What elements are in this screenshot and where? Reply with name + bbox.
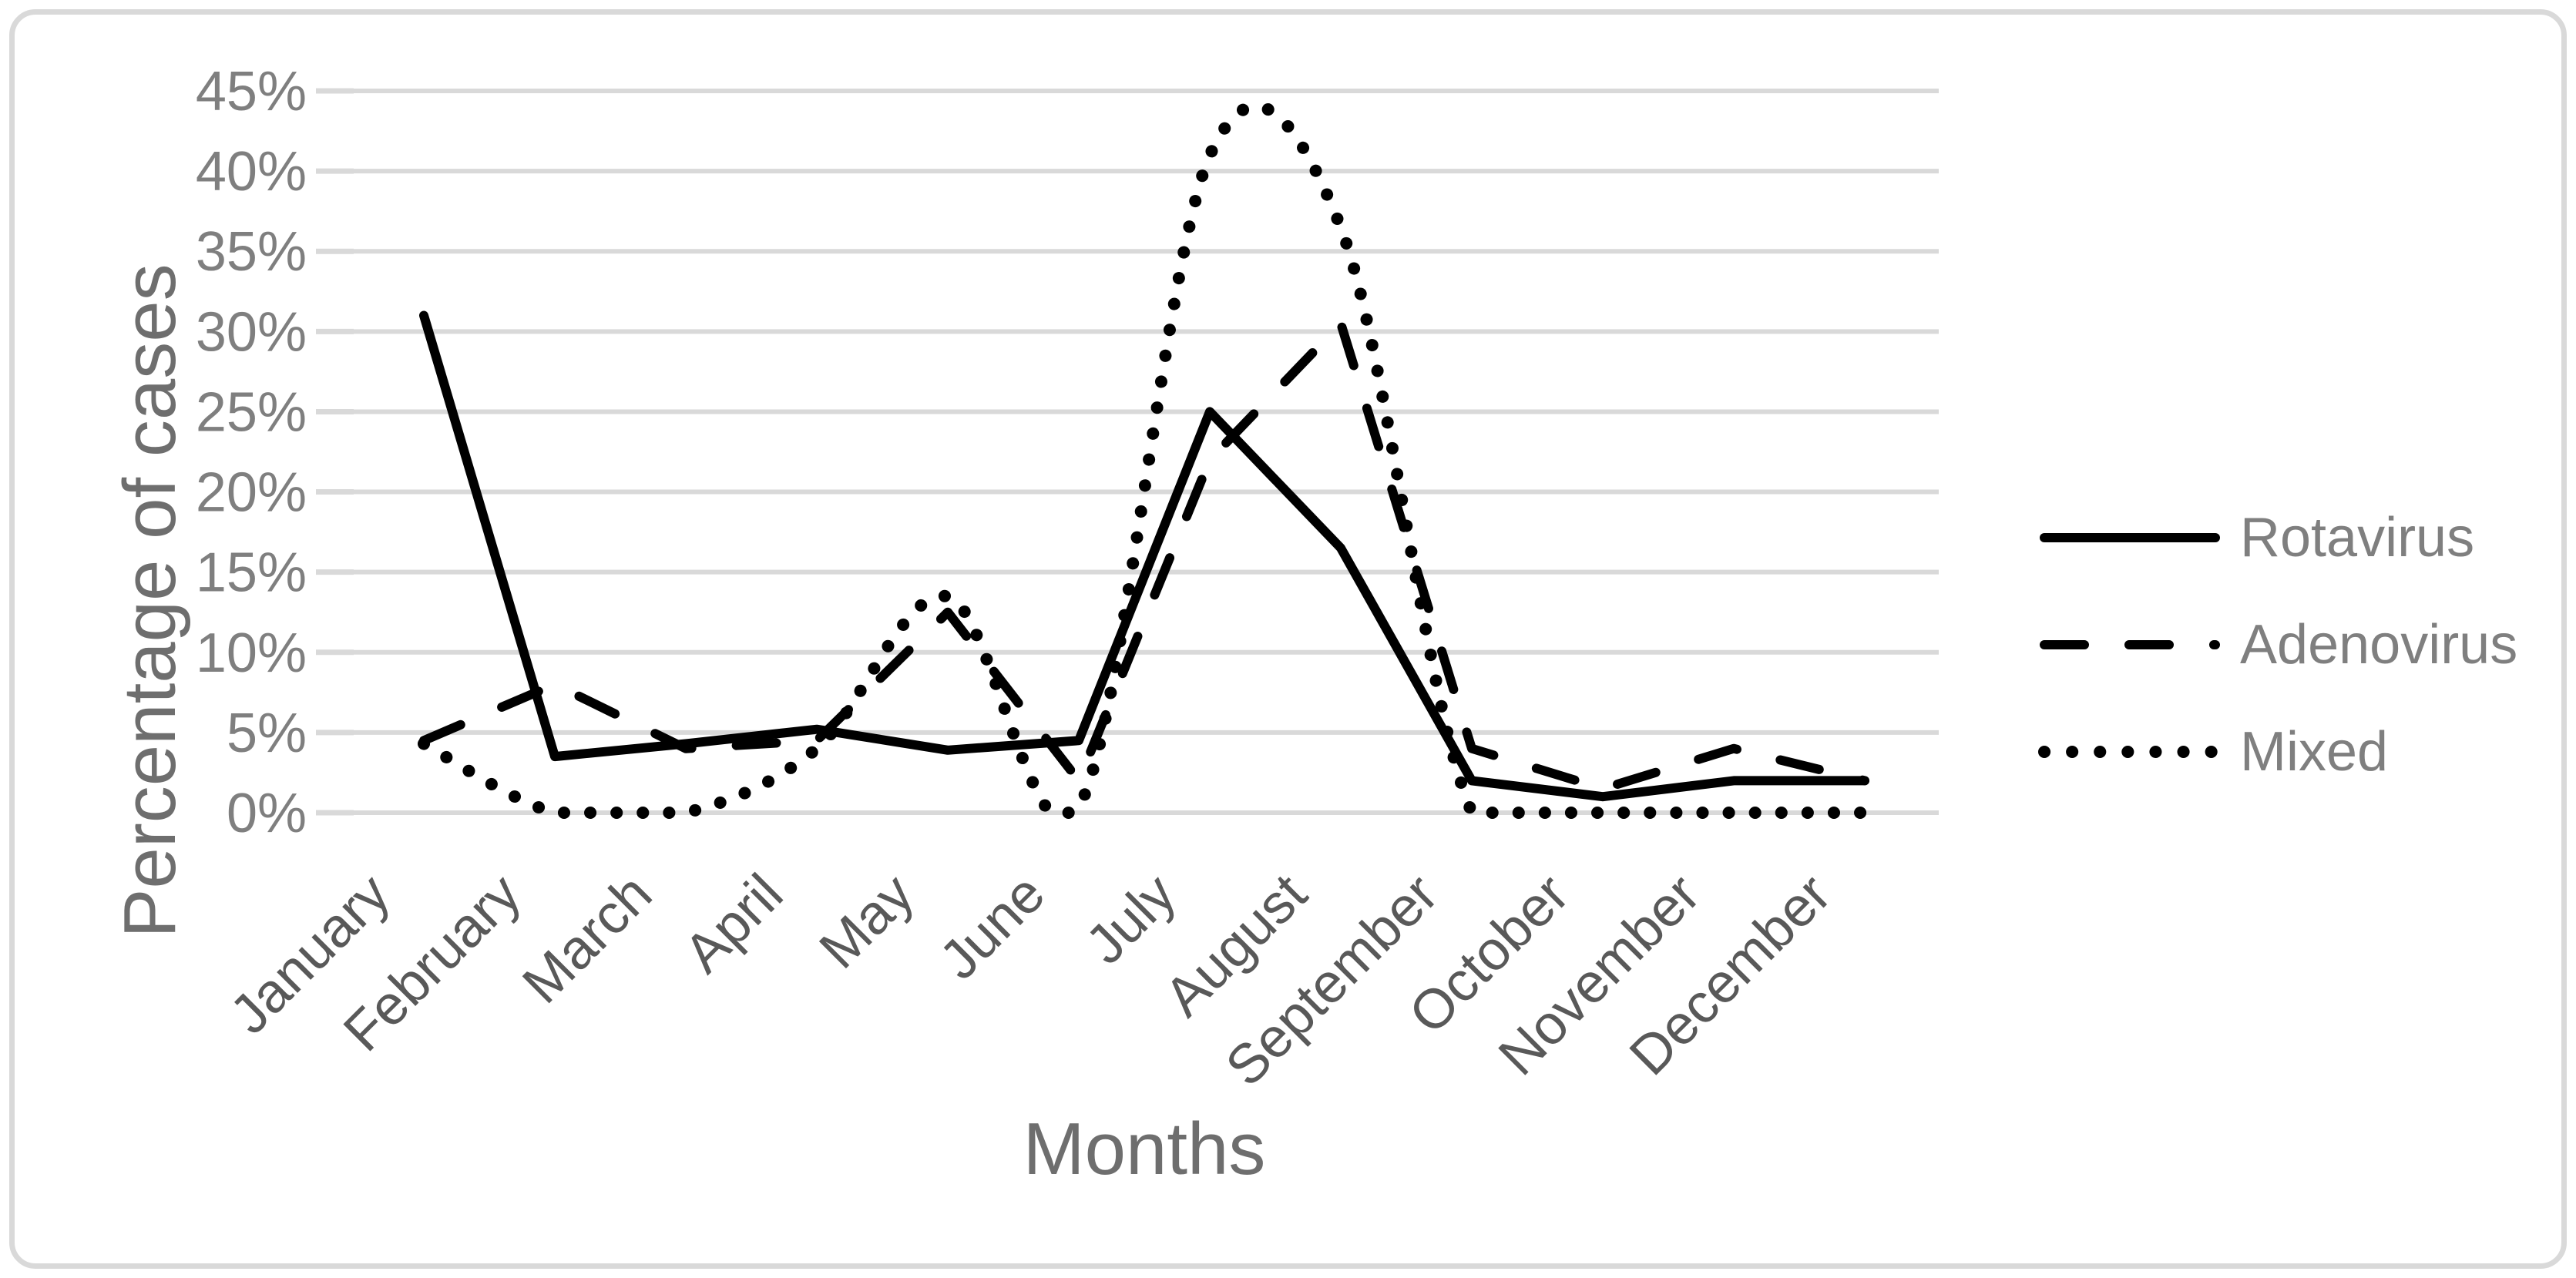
x-tick-label: March <box>511 863 663 1015</box>
series-line-rotavirus <box>419 310 1869 802</box>
y-tick-label: 0% <box>227 783 307 844</box>
y-axis-title: Percentage of cases <box>109 263 191 938</box>
x-tick-label: May <box>808 863 926 981</box>
series-line-adenovirus <box>419 318 1869 793</box>
chart-legend: Rotavirus Adenovirus Mixed <box>2038 484 2517 805</box>
y-tick-label: 20% <box>196 462 307 524</box>
legend-label: Rotavirus <box>2240 506 2475 569</box>
y-tick-label: 5% <box>227 703 307 764</box>
x-tick-label: July <box>1074 863 1187 976</box>
legend-swatch-dotted-line <box>2038 745 2222 758</box>
y-tick-label: 40% <box>196 141 307 203</box>
y-tick-label: 25% <box>196 381 307 443</box>
y-tick-label: 45% <box>196 61 307 122</box>
y-tick-label: 30% <box>196 301 307 363</box>
legend-item-adenovirus: Adenovirus <box>2038 591 2517 698</box>
y-tick-label: 15% <box>196 542 307 604</box>
legend-swatch-solid-line <box>2040 532 2220 542</box>
y-tick-label: 35% <box>196 221 307 283</box>
series-line-mixed <box>418 100 1871 819</box>
legend-item-mixed: Mixed <box>2038 698 2517 805</box>
x-tick-label: April <box>673 863 794 984</box>
x-tick-label: June <box>928 863 1056 991</box>
y-tick-label: 10% <box>196 622 307 684</box>
legend-label: Adenovirus <box>2240 613 2518 676</box>
x-axis-title: Months <box>1023 1108 1266 1190</box>
legend-item-rotavirus: Rotavirus <box>2038 484 2517 591</box>
legend-label: Mixed <box>2240 720 2389 783</box>
legend-swatch-dashed-line <box>2040 639 2220 649</box>
